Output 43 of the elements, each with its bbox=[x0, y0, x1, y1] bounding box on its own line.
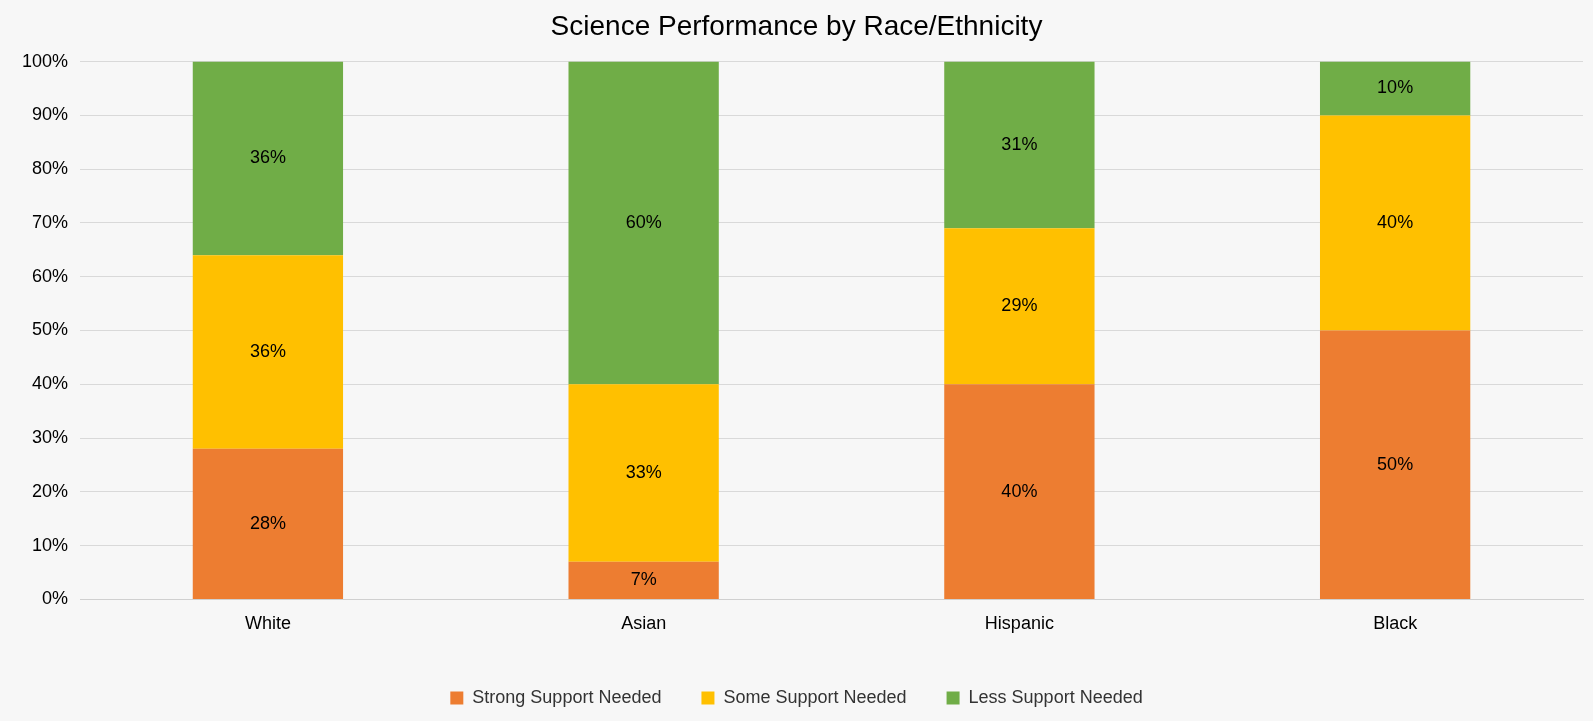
y-tick-label: 60% bbox=[32, 265, 69, 286]
bar bbox=[192, 61, 344, 256]
data-label: 10% bbox=[1377, 77, 1414, 98]
bar bbox=[568, 561, 719, 599]
bar bbox=[1319, 61, 1471, 116]
y-tick-label: 10% bbox=[32, 534, 69, 555]
y-tick-label: 70% bbox=[32, 211, 69, 232]
y-tick-label: 40% bbox=[32, 373, 69, 394]
bar bbox=[944, 228, 1095, 385]
bar bbox=[1319, 115, 1471, 331]
y-tick-label: 20% bbox=[32, 480, 69, 501]
data-label: 28% bbox=[249, 512, 286, 533]
chart-title: Science Performance by Race/Ethnicity bbox=[550, 9, 1043, 41]
bar bbox=[568, 61, 719, 385]
bar bbox=[192, 255, 344, 449]
bar bbox=[192, 448, 344, 599]
legend-label: Less Support Needed bbox=[968, 686, 1143, 707]
y-tick-label: 100% bbox=[21, 50, 69, 71]
x-tick-label: Hispanic bbox=[984, 613, 1054, 634]
y-tick-label: 80% bbox=[32, 158, 69, 179]
data-label: 29% bbox=[1001, 295, 1038, 316]
x-tick-label: White bbox=[244, 613, 291, 634]
y-tick-label: 50% bbox=[32, 319, 69, 340]
x-tick-label: Asian bbox=[621, 613, 667, 634]
legend-label: Some Support Needed bbox=[723, 686, 907, 707]
bar bbox=[944, 61, 1095, 229]
y-tick-label: 0% bbox=[42, 588, 69, 609]
data-label: 50% bbox=[1377, 453, 1414, 474]
data-label: 7% bbox=[630, 569, 657, 590]
y-tick-label: 30% bbox=[32, 427, 69, 448]
data-label: 36% bbox=[249, 147, 286, 168]
bar bbox=[944, 384, 1095, 599]
data-label: 31% bbox=[1001, 133, 1038, 154]
bar bbox=[1319, 330, 1471, 599]
data-label: 33% bbox=[625, 461, 662, 482]
data-label: 36% bbox=[249, 340, 286, 361]
data-label: 40% bbox=[1001, 480, 1038, 501]
data-label: 60% bbox=[625, 211, 662, 232]
legend-label: Strong Support Needed bbox=[472, 686, 662, 707]
x-tick-label: Black bbox=[1373, 613, 1419, 634]
bar bbox=[568, 384, 719, 562]
y-tick-label: 90% bbox=[32, 104, 69, 125]
data-label: 40% bbox=[1377, 211, 1414, 232]
